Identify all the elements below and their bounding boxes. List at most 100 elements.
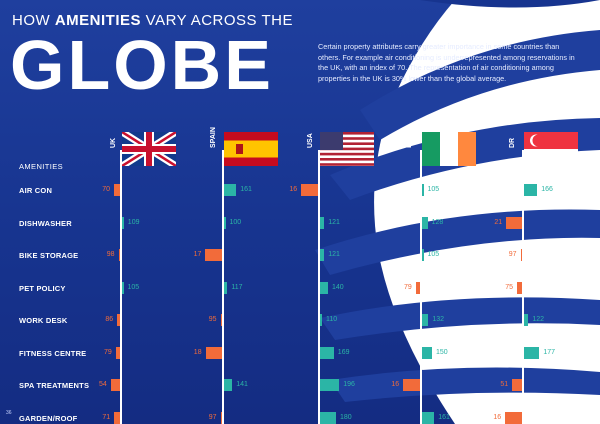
value-label: 121 [328,218,340,226]
globe-title: GLOBE [10,26,274,104]
bar [301,184,318,196]
country-label: SPAIN [210,127,217,148]
amenity-label: DISHWASHER [19,218,72,228]
amenities-header: AMENITIES [19,162,64,171]
bar [320,314,322,326]
axis-line-uk [120,150,122,424]
value-label: 122 [532,316,545,323]
flag-spain [224,132,278,166]
bar [115,346,120,359]
bar [403,379,420,391]
country-label: USA [307,133,314,148]
value-label: 140 [332,283,344,291]
value-label: 16 [289,186,298,193]
bar [117,314,120,326]
value-label: 117 [231,283,243,291]
bar [118,249,120,261]
value-label: 109 [127,218,140,226]
bar [320,379,340,391]
axis-line-spain [222,150,224,424]
value-label: 79 [404,283,412,291]
bar [520,249,522,261]
intro-paragraph: Certain property attributes carry greate… [318,42,575,83]
value-label: 128 [431,218,444,226]
bar [505,411,522,424]
value-label: 110 [326,316,338,323]
bar [320,249,325,261]
value-label: 71 [102,413,111,421]
bar [220,411,222,424]
value-label: 166 [541,186,553,193]
amenity-label: AIR CON [19,186,53,195]
amenity-label: WORK DESK [19,316,68,325]
amenity-label: PET POLICY [19,283,66,293]
value-label: 105 [427,251,440,258]
value-label: 132 [432,316,445,323]
amenity-label: FITNESS CENTRE [19,348,87,358]
bar [122,216,124,229]
amenity-label: GARDEN/ROOF [19,413,78,423]
bar [422,249,424,261]
bar [110,379,120,391]
value-label: 16 [391,381,400,388]
bar [205,346,222,359]
bar [422,411,435,424]
bar [320,346,334,359]
bar [224,379,233,391]
bar [422,216,428,229]
bar [122,281,124,294]
value-label: 54 [99,381,107,388]
value-label: 141 [236,381,248,388]
bar [224,184,237,196]
flag-singapore [524,132,578,166]
page-number: 36 [6,410,12,416]
value-label: 121 [328,251,340,258]
value-label: 17 [193,251,202,258]
country-label: D [406,142,413,148]
amenity-label: BIKE STORAGE [19,251,79,260]
value-label: 161 [240,186,252,193]
flag-ireland [422,132,476,166]
bar [220,314,222,326]
value-label: 100 [229,218,242,226]
bar [114,411,120,424]
value-label: 51 [500,381,509,388]
bar [517,281,522,294]
value-label: 196 [343,381,355,388]
bar [524,314,529,326]
headline: HOW AMENITIES VARY ACROSS THE [12,12,293,29]
value-label: 95 [208,316,217,323]
bar [422,184,424,196]
flag-usa [320,132,374,166]
value-label: 105 [127,283,140,291]
bar [512,379,522,391]
value-label: 97 [208,413,217,421]
value-label: 86 [105,316,114,323]
amenity-label: SPA TREATMENTS [19,381,90,390]
value-label: 150 [436,348,448,356]
bar [224,281,228,294]
value-label: 75 [505,283,513,291]
axis-line-singapore [522,150,524,424]
value-label: 105 [427,186,440,193]
bar [320,411,336,424]
value-label: 21 [494,218,503,226]
bar [320,281,328,294]
bar [422,346,432,359]
axis-line-usa [318,150,320,424]
country-label: UK [110,137,117,148]
bar [114,184,120,196]
bar [422,314,429,326]
value-label: 79 [104,348,112,356]
value-label: 16 [493,413,502,421]
bar [415,281,420,294]
bar [524,346,540,359]
bar [205,249,222,261]
bar [224,216,226,229]
value-label: 97 [508,251,517,258]
value-label: 180 [340,413,352,421]
value-label: 177 [543,348,556,356]
country-label: DR [509,137,516,148]
value-label: 70 [102,186,110,193]
bar [506,216,522,229]
